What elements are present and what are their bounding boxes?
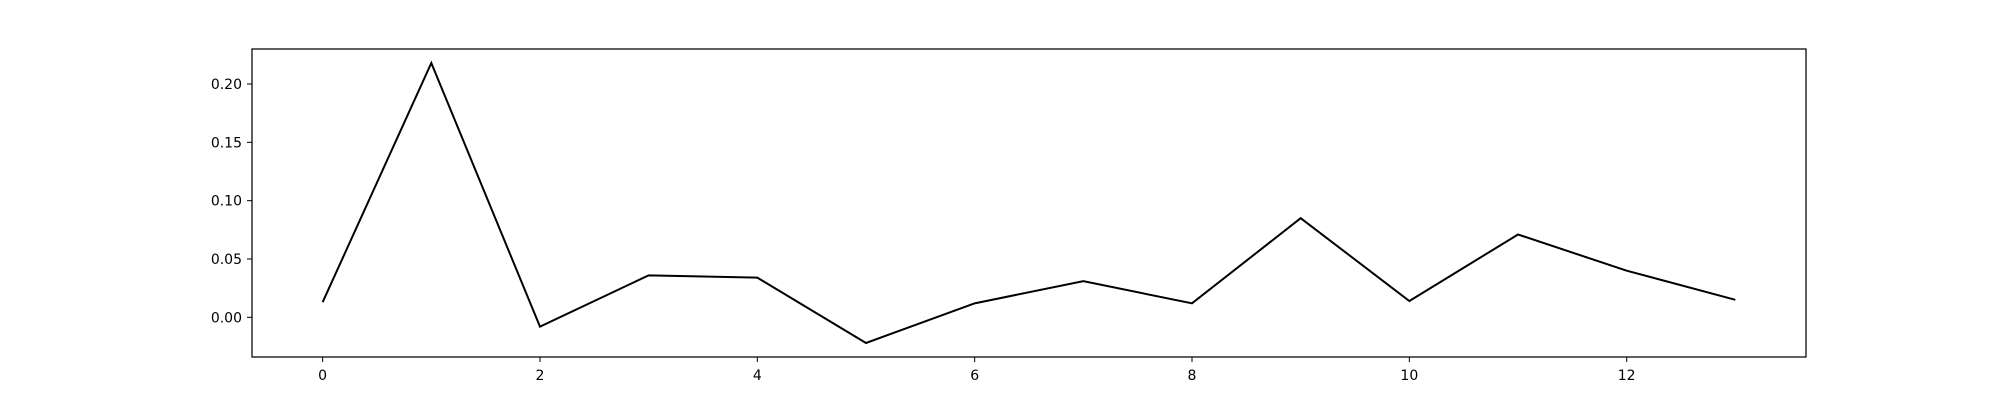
y-tick-label: 0.20 xyxy=(211,77,242,93)
y-tick-label: 0.00 xyxy=(211,310,242,326)
series-layer xyxy=(321,60,1736,345)
x-tick-label: 8 xyxy=(1188,368,1197,384)
x-tick-label: 12 xyxy=(1618,368,1636,384)
y-tick-label: 0.05 xyxy=(211,252,242,268)
x-axis-ticks: 0 2 4 6 8 10 12 xyxy=(318,357,1636,384)
plot-frame xyxy=(251,48,1807,358)
x-tick-label: 6 xyxy=(970,368,979,384)
y-tick-label: 0.10 xyxy=(211,194,242,210)
x-tick-label: 2 xyxy=(536,368,545,384)
series-line xyxy=(321,60,1736,345)
x-tick-label: 0 xyxy=(318,368,327,384)
y-tick-label: 0.15 xyxy=(211,135,242,151)
x-tick-label: 10 xyxy=(1400,368,1418,384)
y-axis-ticks: 0.00 0.05 0.10 0.15 0.20 xyxy=(211,77,252,326)
x-tick-label: 4 xyxy=(753,368,762,384)
